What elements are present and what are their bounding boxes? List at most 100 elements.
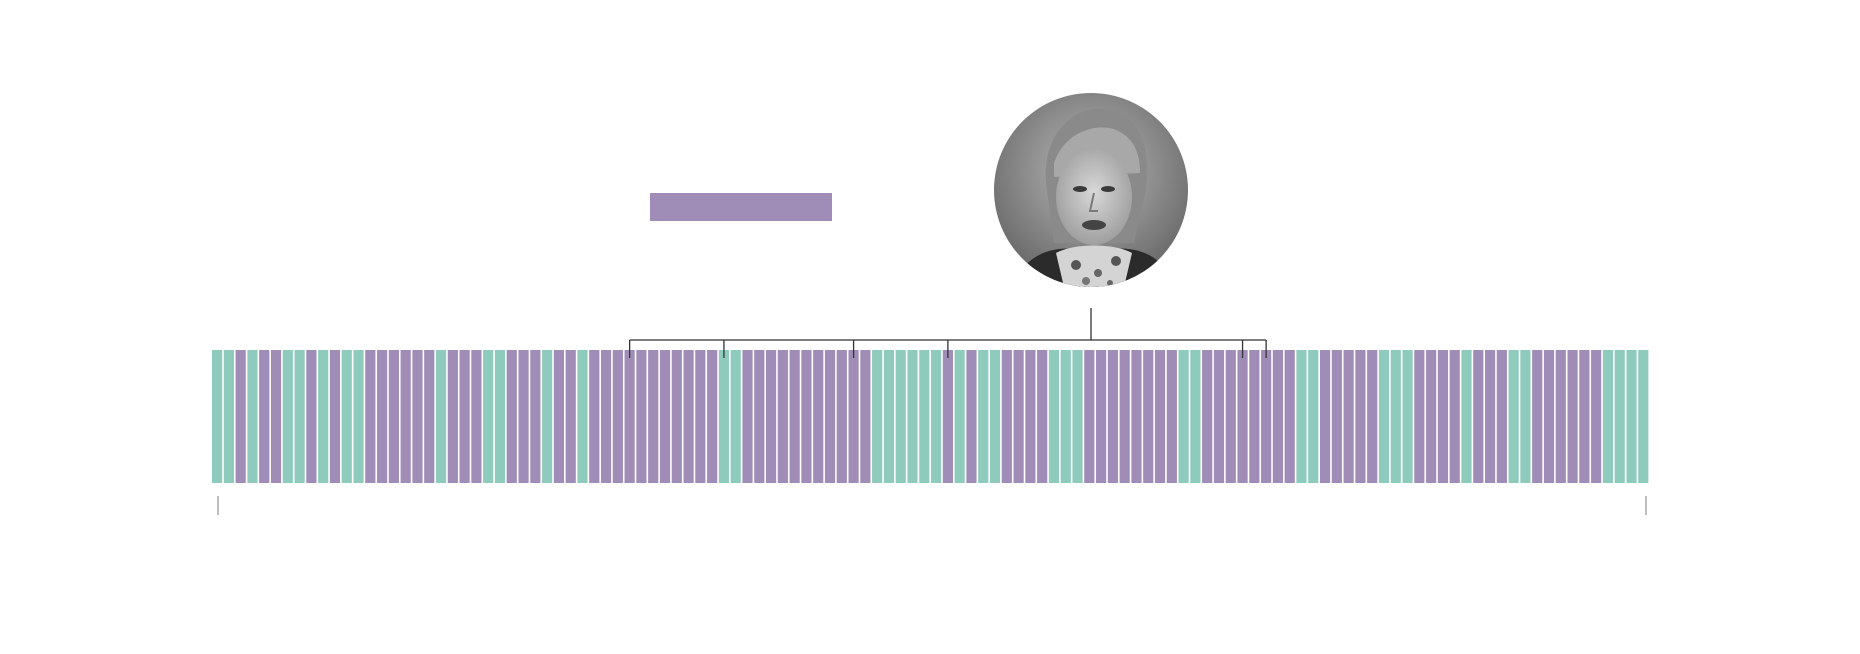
bar-unit bbox=[1025, 350, 1036, 483]
bar-unit bbox=[1414, 350, 1425, 483]
legend-swatch bbox=[650, 193, 832, 221]
bar-unit bbox=[553, 350, 565, 483]
bar-unit bbox=[294, 350, 305, 483]
bar-unit bbox=[1437, 350, 1449, 483]
bar-unit bbox=[1378, 350, 1390, 483]
bar-unit bbox=[377, 350, 388, 483]
bar-unit bbox=[1602, 350, 1614, 483]
bar-unit bbox=[412, 350, 423, 483]
bar-unit bbox=[1178, 350, 1189, 483]
bar-unit bbox=[695, 350, 706, 483]
bar-unit bbox=[730, 350, 741, 483]
bar-unit bbox=[907, 350, 918, 483]
bar-unit bbox=[1072, 350, 1083, 483]
bar-unit bbox=[400, 350, 411, 483]
bar-unit bbox=[365, 350, 376, 483]
bar-unit bbox=[270, 350, 282, 483]
bar-unit bbox=[1060, 350, 1071, 483]
bar-unit bbox=[459, 350, 470, 483]
bar-unit bbox=[1402, 350, 1413, 483]
bar-unit bbox=[777, 350, 788, 483]
bar-unit bbox=[648, 350, 659, 483]
bar-unit bbox=[1555, 350, 1566, 483]
bar-unit bbox=[1166, 350, 1177, 483]
bar-unit bbox=[353, 350, 364, 483]
bar-unit bbox=[1567, 350, 1578, 483]
bar-unit bbox=[801, 350, 812, 483]
bar-unit bbox=[636, 350, 647, 483]
bar-unit bbox=[813, 350, 824, 483]
bar-unit bbox=[1213, 350, 1225, 483]
bar-unit bbox=[1355, 350, 1366, 483]
bar-unit bbox=[1520, 350, 1531, 483]
bar-unit bbox=[836, 350, 847, 483]
bar-unit bbox=[1343, 350, 1354, 483]
bar-unit bbox=[483, 350, 494, 483]
portrait-image bbox=[994, 93, 1188, 287]
bar-unit bbox=[1532, 350, 1543, 483]
bar-unit bbox=[1390, 350, 1401, 483]
bar-unit bbox=[1626, 350, 1637, 483]
bar-unit bbox=[1001, 350, 1012, 483]
bar-unit bbox=[494, 350, 506, 483]
bar-unit bbox=[247, 350, 258, 483]
bar-unit bbox=[872, 350, 883, 483]
bar-unit bbox=[1119, 350, 1130, 483]
bar-unit bbox=[1473, 350, 1484, 483]
bar-unit bbox=[1543, 350, 1555, 483]
bar-unit bbox=[1037, 350, 1048, 483]
bar-unit bbox=[1449, 350, 1460, 483]
bar-unit bbox=[919, 350, 930, 483]
bar-unit bbox=[1484, 350, 1496, 483]
bar-unit bbox=[306, 350, 317, 483]
bar-unit bbox=[388, 350, 399, 483]
bar-unit bbox=[565, 350, 576, 483]
bar-unit bbox=[1331, 350, 1342, 483]
bar-unit bbox=[1426, 350, 1437, 483]
bar-unit bbox=[954, 350, 965, 483]
bar-unit bbox=[1202, 350, 1213, 483]
bar-unit bbox=[1614, 350, 1625, 483]
bar-unit bbox=[259, 350, 270, 483]
bar-unit bbox=[1461, 350, 1472, 483]
bar-unit bbox=[754, 350, 765, 483]
bar-unit bbox=[424, 350, 435, 483]
bar-unit bbox=[989, 350, 1001, 483]
bar-unit bbox=[447, 350, 458, 483]
bar-unit bbox=[707, 350, 718, 483]
bar-unit bbox=[506, 350, 517, 483]
bar-unit bbox=[530, 350, 541, 483]
bar-unit bbox=[1249, 350, 1260, 483]
bar-unit bbox=[1508, 350, 1519, 483]
bar-unit bbox=[235, 350, 246, 483]
bar-unit bbox=[1048, 350, 1060, 483]
bar-unit bbox=[683, 350, 694, 483]
bar-unit bbox=[966, 350, 977, 483]
bar-unit bbox=[577, 350, 588, 483]
bar-unit bbox=[848, 350, 859, 483]
bar-unit bbox=[931, 350, 942, 483]
bar-unit bbox=[212, 350, 223, 483]
bar-unit bbox=[542, 350, 553, 483]
bar-unit bbox=[1154, 350, 1166, 483]
bar-unit bbox=[318, 350, 329, 483]
bar-unit bbox=[1367, 350, 1378, 483]
bar-unit bbox=[1237, 350, 1248, 483]
bar-unit bbox=[589, 350, 600, 483]
portrait-photo bbox=[994, 93, 1188, 287]
bar-unit bbox=[435, 350, 447, 483]
bar-unit bbox=[612, 350, 623, 483]
bar-unit bbox=[518, 350, 529, 483]
bar-unit bbox=[659, 350, 671, 483]
bar-unit bbox=[765, 350, 777, 483]
bar-unit bbox=[824, 350, 836, 483]
bar-unit bbox=[471, 350, 482, 483]
bar-unit bbox=[789, 350, 800, 483]
bar-unit bbox=[1638, 350, 1649, 483]
bar-unit bbox=[223, 350, 234, 483]
bar-unit bbox=[282, 350, 293, 483]
bar-unit bbox=[624, 350, 635, 483]
bar-unit bbox=[742, 350, 753, 483]
